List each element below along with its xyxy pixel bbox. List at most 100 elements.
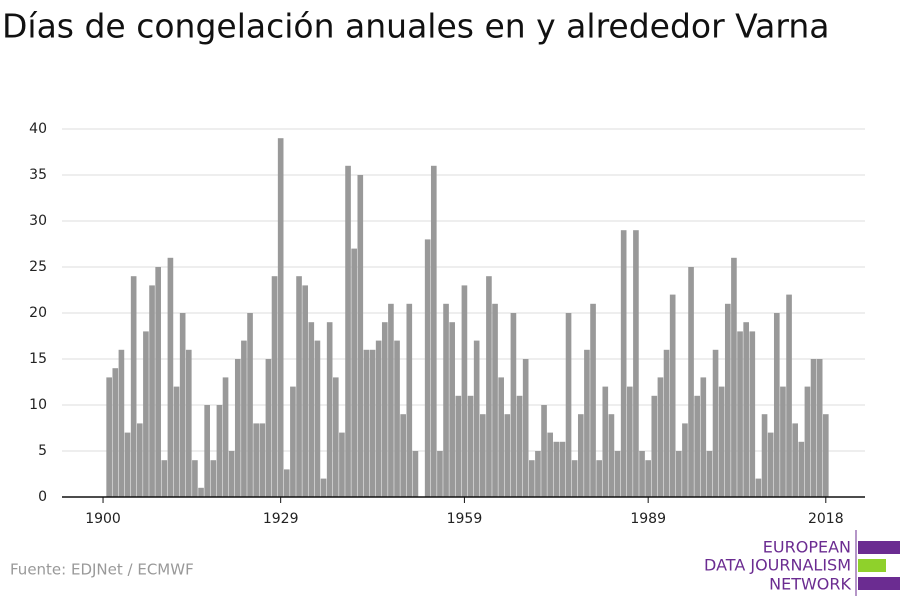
bar bbox=[663, 349, 670, 497]
bar bbox=[443, 303, 449, 497]
bar bbox=[712, 349, 719, 497]
bar bbox=[302, 285, 308, 497]
bar bbox=[271, 276, 278, 497]
bar bbox=[247, 313, 253, 497]
bar bbox=[761, 414, 768, 497]
bar bbox=[308, 322, 315, 497]
bar bbox=[326, 322, 333, 497]
bar bbox=[657, 377, 664, 497]
bar bbox=[804, 386, 811, 497]
bar bbox=[559, 441, 566, 497]
y-tick-label: 30 bbox=[29, 213, 47, 229]
bar bbox=[265, 359, 272, 497]
bar bbox=[143, 331, 149, 497]
bar bbox=[167, 257, 174, 497]
bar bbox=[222, 377, 229, 497]
bar bbox=[192, 460, 198, 497]
bar bbox=[633, 230, 639, 497]
bar bbox=[473, 340, 480, 497]
bar bbox=[498, 377, 504, 497]
bar bbox=[283, 469, 290, 497]
bar bbox=[620, 230, 627, 497]
bar bbox=[571, 460, 578, 497]
bar bbox=[706, 451, 713, 497]
bar bbox=[130, 276, 137, 497]
logo-text: DATA JOURNALISM bbox=[704, 556, 851, 575]
bar bbox=[204, 405, 210, 497]
bar bbox=[528, 460, 535, 497]
bar bbox=[816, 359, 823, 497]
bar bbox=[510, 313, 517, 497]
bar bbox=[749, 331, 756, 497]
logo-bar bbox=[858, 577, 900, 590]
bar bbox=[773, 313, 780, 497]
bar bbox=[332, 377, 339, 497]
bar bbox=[602, 386, 609, 497]
bar bbox=[216, 405, 223, 497]
bar bbox=[724, 303, 731, 497]
bar bbox=[173, 386, 180, 497]
bar bbox=[314, 340, 321, 497]
bar bbox=[124, 432, 131, 497]
bar bbox=[290, 386, 296, 497]
bar bbox=[577, 414, 584, 497]
bar bbox=[596, 460, 602, 497]
bar bbox=[118, 349, 125, 497]
bar bbox=[737, 331, 743, 497]
bar bbox=[810, 359, 817, 497]
bar bbox=[161, 460, 168, 497]
x-tick-label: 1929 bbox=[263, 511, 299, 527]
bar bbox=[651, 395, 658, 497]
bar bbox=[718, 386, 725, 497]
x-tick-label: 1989 bbox=[630, 511, 666, 527]
bar bbox=[406, 303, 413, 497]
bar bbox=[682, 423, 688, 497]
y-tick-label: 15 bbox=[29, 351, 47, 367]
bar bbox=[155, 267, 161, 497]
bar bbox=[234, 359, 241, 497]
y-tick-label: 0 bbox=[38, 489, 47, 505]
bar bbox=[504, 414, 511, 497]
bar bbox=[755, 478, 762, 497]
y-tick-label: 35 bbox=[29, 167, 47, 183]
bar bbox=[400, 414, 406, 497]
bar bbox=[479, 414, 486, 497]
bar bbox=[822, 414, 829, 497]
x-tick-label: 1959 bbox=[447, 511, 483, 527]
bar bbox=[516, 395, 523, 497]
bar bbox=[486, 276, 492, 497]
source: Fuente: EDJNet / ECMWF bbox=[10, 561, 194, 579]
bar bbox=[357, 175, 364, 497]
logo-bar bbox=[858, 541, 900, 554]
bar bbox=[767, 432, 774, 497]
bar bbox=[198, 487, 204, 497]
x-tick-label: 1900 bbox=[85, 511, 121, 527]
bar bbox=[694, 395, 700, 497]
logo: EUROPEAN DATA JOURNALISM NETWORK bbox=[704, 530, 900, 596]
y-tick-label: 40 bbox=[29, 121, 47, 137]
bar bbox=[584, 349, 590, 497]
bar bbox=[455, 395, 462, 497]
bar bbox=[375, 340, 382, 497]
bar bbox=[185, 349, 192, 497]
bar bbox=[149, 285, 155, 497]
bar bbox=[106, 377, 112, 497]
bar bbox=[565, 313, 572, 497]
bar bbox=[639, 451, 645, 497]
bar bbox=[553, 441, 560, 497]
bar bbox=[351, 248, 357, 497]
logo-bar bbox=[858, 559, 886, 572]
y-tick-label: 5 bbox=[38, 443, 47, 459]
bar bbox=[277, 138, 284, 497]
bar bbox=[731, 257, 737, 497]
bar bbox=[522, 359, 529, 497]
chart-title: Días de congelación anuales en y alreded… bbox=[2, 7, 830, 46]
bar bbox=[675, 451, 682, 497]
bar bbox=[743, 322, 749, 497]
bar bbox=[535, 451, 541, 497]
bar bbox=[394, 340, 400, 497]
bar bbox=[492, 303, 498, 497]
bar bbox=[345, 165, 351, 498]
